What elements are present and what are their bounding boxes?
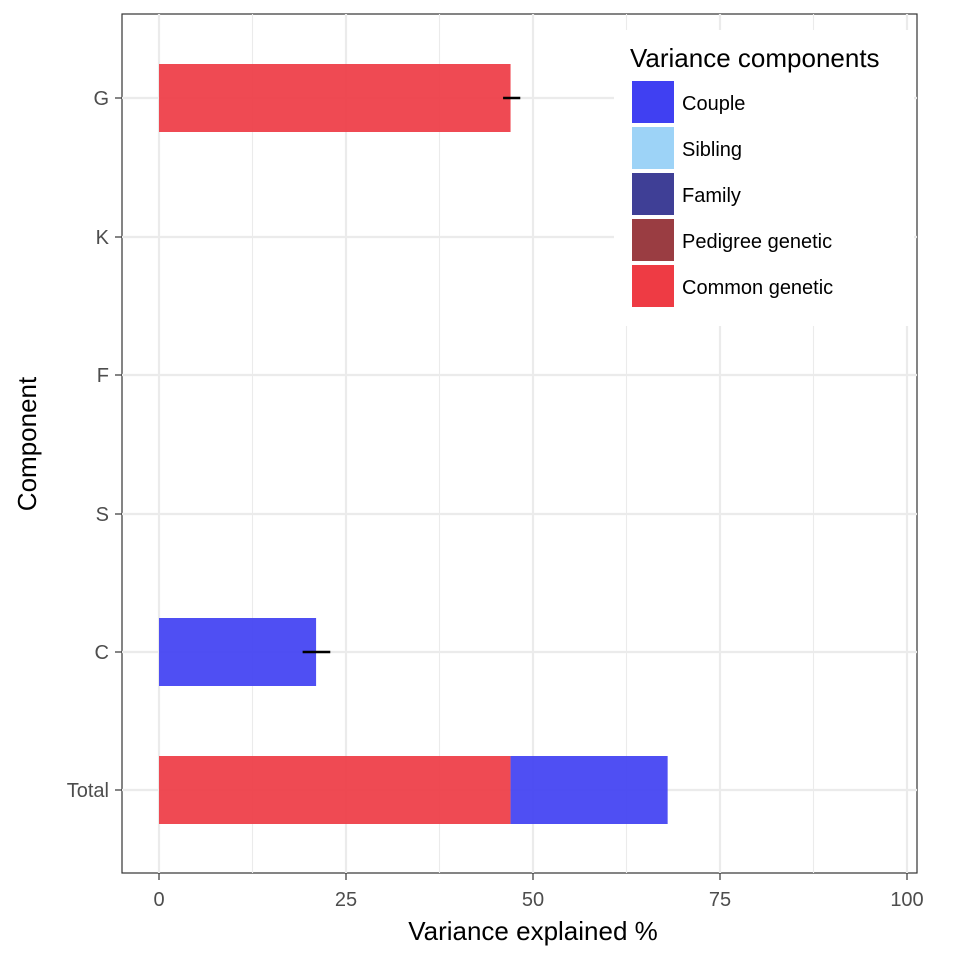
x-tick-label: 50 <box>522 889 544 911</box>
legend-swatch-couple <box>632 81 674 123</box>
y-tick-label: F <box>97 365 109 387</box>
y-tick-label: Total <box>67 780 109 802</box>
legend-swatch-sibling <box>632 127 674 169</box>
y-tick-label: K <box>96 227 110 249</box>
x-tick-label: 100 <box>890 889 923 911</box>
y-tick-label: S <box>96 504 109 526</box>
legend-label-couple: Couple <box>682 93 745 115</box>
legend-swatch-family <box>632 173 674 215</box>
y-axis-title: Component <box>12 376 42 511</box>
y-tick-label: G <box>93 88 109 110</box>
bar-total-common-genetic <box>159 756 511 824</box>
x-axis-title: Variance explained % <box>408 916 658 946</box>
legend-title: Variance components <box>630 43 880 73</box>
legend-label-common-genetic: Common genetic <box>682 277 833 299</box>
bar-total-couple <box>510 756 668 824</box>
x-tick-label: 0 <box>153 889 164 911</box>
legend-label-family: Family <box>682 185 741 207</box>
legend-label-pedigree-genetic: Pedigree genetic <box>682 231 832 253</box>
legend-label-sibling: Sibling <box>682 139 742 161</box>
bar-g-common-genetic <box>159 64 511 132</box>
y-tick-label: C <box>95 642 109 664</box>
legend-swatch-common-genetic <box>632 265 674 307</box>
bar-c-couple <box>159 618 317 686</box>
x-tick-label: 75 <box>709 889 731 911</box>
x-tick-label: 25 <box>335 889 357 911</box>
legend-swatch-pedigree-genetic <box>632 219 674 261</box>
